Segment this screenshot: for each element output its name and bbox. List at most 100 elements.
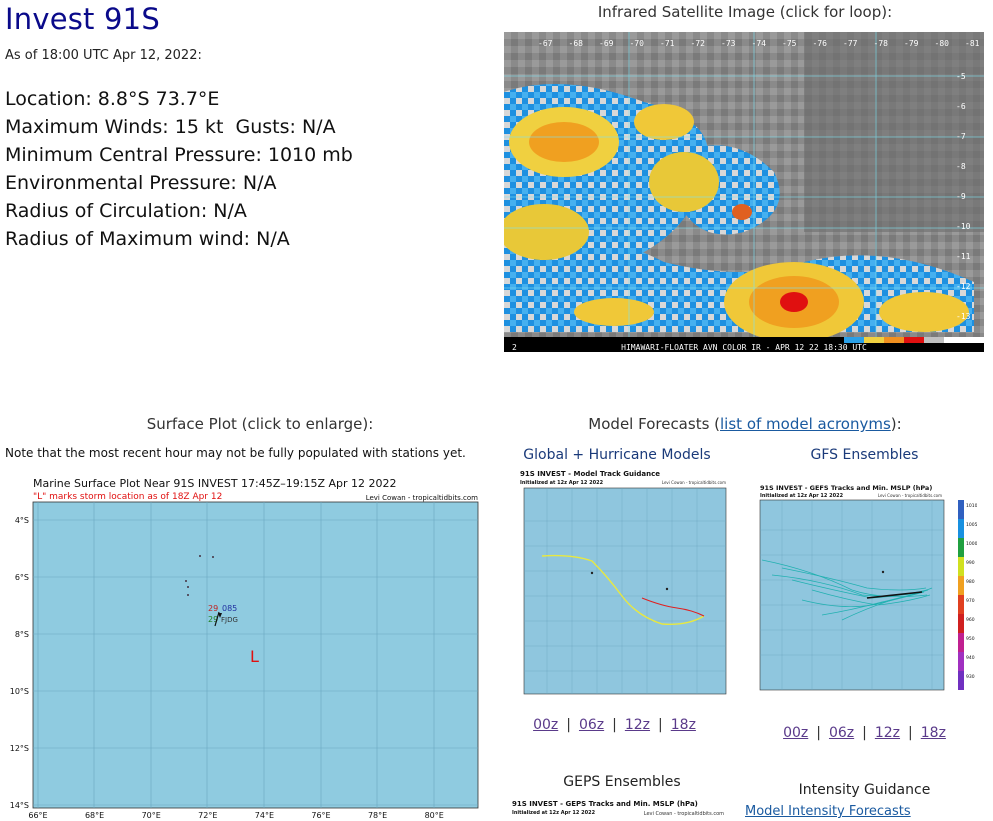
global-plot-subtitle: Initialized at 12z Apr 12 2022 [520,480,604,486]
ir-lon-label: -67 [538,39,553,48]
ir-lat-label: -6 [956,102,966,111]
surface-lat-label: 6°S [15,573,29,582]
ir-lat-label: -5 [956,72,966,81]
gfs-run-12z[interactable]: 12z [874,725,901,741]
surface-lon-label: 74°E [255,811,274,820]
stat-max-winds: Maximum Winds: 15 kt Gusts: N/A [5,116,336,138]
gfs-ensembles-title: GFS Ensembles [810,447,919,463]
gfs-colorbar-label: 1010 [966,503,977,509]
gfs-colorbar-label: 1005 [966,522,977,528]
ir-lat-label: -12 [956,282,971,291]
gfs-colorbar-label: 940 [966,655,975,661]
ir-banner-left: 2 [512,343,517,352]
ir-lon-label: -80 [935,39,950,48]
global-run-06z[interactable]: 06z [578,717,605,733]
gfs-colorbar-label: 990 [966,560,975,566]
model-forecasts-title: Model Forecasts (list of model acronyms)… [588,415,902,433]
station-id: FJDG [221,616,238,624]
surface-lat-label: 8°S [15,630,29,639]
surface-plot-link[interactable]: Marine Surface Plot Near 91S INVEST 17:4… [5,470,485,821]
station-pressure: 085 [222,604,237,613]
surface-lat-label: 12°S [10,744,29,753]
intensity-forecasts-link[interactable]: Model Intensity Forecasts [745,804,911,819]
ir-lon-label: -69 [599,39,614,48]
surface-plot-title: Surface Plot (click to enlarge): [146,415,374,433]
gfs-colorbar-label: 980 [966,579,975,585]
gfs-colorbar-label: 930 [966,674,975,680]
gfs-colorbar-label: 960 [966,617,975,623]
ir-lon-label: -79 [904,39,919,48]
gfs-plot-credit: Levi Cowan - tropicaltidbits.com [878,493,942,498]
storm-name: Invest 91S [5,2,160,36]
ir-lat-label: -8 [956,162,966,171]
ir-lat-label: -9 [956,192,966,201]
surface-lon-label: 70°E [142,811,161,820]
geps-plot-subtitle: Initialized at 12z Apr 12 2022 [512,810,596,816]
ir-lat-label: -13 [956,312,971,321]
ir-lon-label: -77 [843,39,858,48]
ir-satellite-image-link[interactable]: -67 -68 -69 -70 -71 -72 -73 -74 -75 -76 -77 -78 -79-… [504,32,984,352]
geps-ensembles-thumbnail[interactable]: 91S INVEST - GEPS Tracks and Min. MSLP (… [512,800,732,821]
surface-plot-heading: Marine Surface Plot Near 91S INVEST 17:4… [33,477,397,490]
geps-plot-credit: Levi Cowan - tropicaltidbits.com [643,811,724,817]
ir-lat-label: -11 [956,252,971,261]
surface-lat-label: 4°S [15,516,29,525]
global-models-thumbnail[interactable]: 91S INVEST - Model Track Guidance Initia… [512,466,732,706]
surface-plot-credit: Levi Cowan - tropicaltidbits.com [366,494,478,502]
surface-lon-label: 72°E [198,811,217,820]
gfs-plot-title: 91S INVEST - GEFS Tracks and Min. MSLP (… [760,484,932,492]
geps-ensembles-title: GEPS Ensembles [563,774,681,790]
ir-lon-label: -73 [721,39,736,48]
as-of-timestamp: As of 18:00 UTC Apr 12, 2022: [5,48,202,63]
ir-title: Infrared Satellite Image (click for loop… [597,3,893,21]
ir-lon-label: -74 [752,39,767,48]
gfs-colorbar-label: 950 [966,636,975,642]
global-run-00z[interactable]: 00z [533,717,559,733]
global-models-image: 91S INVEST - Model Track Guidance Initia… [512,466,732,706]
surface-lat-label: 10°S [10,687,29,696]
surface-lat-label: 14°S [10,801,29,810]
ir-lon-label: -72 [691,39,706,48]
global-run-12z[interactable]: 12z [624,717,651,733]
gfs-colorbar-label: 970 [966,598,975,604]
surface-lon-label: 78°E [368,811,387,820]
stat-radius-max-wind: Radius of Maximum wind: N/A [5,228,290,250]
gfs-ensembles-thumbnail[interactable]: 91S INVEST - GEFS Tracks and Min. MSLP (… [752,480,978,695]
ir-lat-label: -7 [956,132,966,141]
stat-radius-circulation: Radius of Circulation: N/A [5,200,247,222]
global-runs: 00z | 06z | 12z | 18z [533,717,696,733]
model-acronyms-link[interactable]: list of model acronyms [720,415,891,433]
ir-banner: HIMAWARI-FLOATER AVN COLOR IR - APR 12 2… [621,343,867,352]
gfs-plot-subtitle: Initialized at 12z Apr 12 2022 [760,493,844,499]
global-plot-title: 91S INVEST - Model Track Guidance [520,470,660,478]
ir-lon-label: -78 [874,39,889,48]
gfs-ensembles-image: 91S INVEST - GEFS Tracks and Min. MSLP (… [752,480,978,695]
gfs-run-00z[interactable]: 00z [783,725,809,741]
surface-lon-label: 80°E [425,811,444,820]
stat-location: Location: 8.8°S 73.7°E [5,88,220,110]
ir-lon-label: -70 [630,39,645,48]
surface-lon-label: 76°E [311,811,330,820]
surface-lon-label: 68°E [85,811,104,820]
global-run-18z[interactable]: 18z [670,717,696,733]
storm-stats: Location: 8.8°S 73.7°E Maximum Winds: 15… [5,85,353,253]
gfs-run-06z[interactable]: 06z [828,725,855,741]
surface-plot-image: Marine Surface Plot Near 91S INVEST 17:4… [5,470,485,821]
gfs-colorbar-label: 1000 [966,541,977,547]
ir-lon-label: -75 [782,39,797,48]
gfs-runs: 00z | 06z | 12z | 18z [783,725,946,741]
ir-lon-label: -68 [569,39,584,48]
gfs-run-18z[interactable]: 18z [920,725,946,741]
ir-lon-label: -76 [813,39,828,48]
stat-min-pressure: Minimum Central Pressure: 1010 mb [5,144,353,166]
ir-lat-label: -10 [956,222,971,231]
storm-location-marker: L [250,647,259,666]
surface-plot-note: Note that the most recent hour may not b… [5,446,466,460]
ir-lon-label: -71 [660,39,675,48]
intensity-guidance-title: Intensity Guidance [798,782,931,798]
global-models-title: Global + Hurricane Models [523,447,711,463]
surface-plot-subheading: "L" marks storm location as of 18Z Apr 1… [33,492,222,502]
geps-plot-title: 91S INVEST - GEPS Tracks and Min. MSLP (… [512,800,698,808]
station-dew: 29 [208,615,218,624]
global-plot-credit: Levi Cowan - tropicaltidbits.com [662,480,726,485]
